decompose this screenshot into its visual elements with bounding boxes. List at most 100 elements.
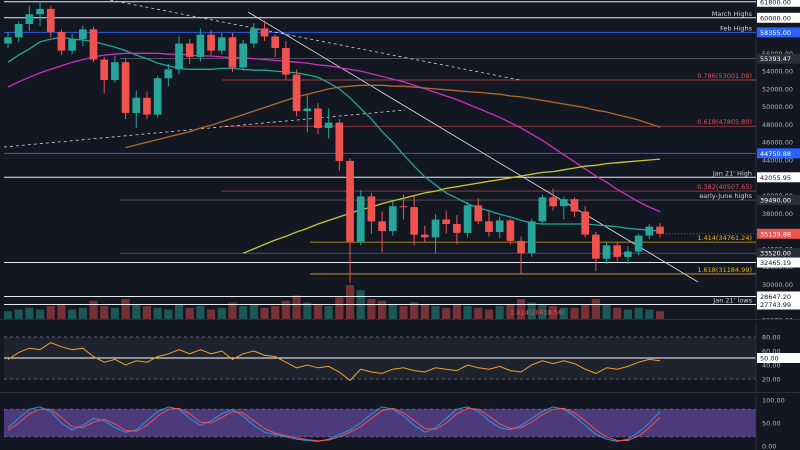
- candle-body: [335, 122, 344, 161]
- candle-body: [378, 221, 386, 232]
- volume-bar: [463, 306, 472, 320]
- moving-average-line: [7, 52, 661, 213]
- candle-body: [506, 220, 515, 241]
- price-tick-label: 52000.00: [762, 85, 793, 93]
- level-axis-tag: [757, 195, 800, 206]
- price-tick-label: 48000.00: [762, 121, 793, 129]
- volume-bar: [388, 304, 397, 320]
- price-tick-label: 46000.00: [762, 139, 793, 147]
- candle-body: [485, 221, 493, 232]
- volume-bar: [442, 307, 451, 320]
- volume-bar: [431, 306, 440, 320]
- volume-bar: [645, 309, 654, 320]
- candle-body: [559, 199, 568, 207]
- price-chart[interactable]: 26000.0028000.0030000.0032000.0034000.00…: [0, 0, 800, 320]
- level-note: Jan 21' lows: [712, 297, 752, 305]
- level-axis-tag: [757, 53, 800, 64]
- candle-body: [36, 8, 44, 15]
- candle-body: [164, 69, 173, 79]
- level-axis-label: 27743.99: [760, 301, 791, 309]
- rsi-line: [7, 342, 661, 382]
- candle-body: [474, 205, 483, 222]
- volume-bar: [249, 304, 258, 320]
- volume-bar: [591, 299, 600, 320]
- candle-body: [324, 122, 333, 128]
- candle-body: [581, 211, 590, 235]
- volume-bar: [378, 300, 387, 320]
- volume-bar: [46, 306, 55, 320]
- volume-bar: [581, 304, 590, 320]
- candle-body: [645, 226, 654, 236]
- level-axis-label: 42055.95: [760, 174, 791, 182]
- volume-bar: [217, 307, 226, 320]
- candle-body: [207, 34, 215, 51]
- candle-body: [14, 24, 23, 38]
- volume-bar: [602, 304, 611, 320]
- volume-bar: [36, 309, 45, 320]
- candle-body: [239, 43, 247, 68]
- candle-body: [89, 29, 98, 60]
- volume-bar: [153, 307, 162, 320]
- candle-body: [367, 196, 376, 222]
- rsi-tick-label: 40.00: [762, 362, 781, 370]
- candle-body: [463, 205, 472, 233]
- level-axis-label: 58355.00: [760, 29, 791, 37]
- candle-body: [549, 197, 557, 207]
- candle-body: [121, 62, 130, 113]
- candle-body: [314, 108, 322, 128]
- level-axis-tag: [757, 148, 800, 159]
- volume-bar: [549, 306, 558, 320]
- rsi-panel[interactable]: 20.00 40.00 60.00 80.00 50.00: [0, 323, 800, 393]
- candle-body: [217, 37, 226, 51]
- level-axis-label: 55393.47: [760, 55, 791, 63]
- candle-body: [634, 235, 643, 252]
- candle-body: [4, 37, 12, 44]
- stoch-line: [7, 407, 661, 442]
- candle-body: [249, 28, 258, 44]
- candle-body: [46, 8, 55, 32]
- candle-body: [356, 196, 365, 242]
- volume-bar: [356, 290, 365, 320]
- volume-bar: [78, 307, 87, 320]
- volume-bar: [185, 307, 194, 320]
- volume-bar: [613, 307, 622, 320]
- level-axis-tag: [757, 257, 800, 268]
- volume-bar: [164, 309, 173, 320]
- stoch-rsi-panel[interactable]: 0.00 50.00 100.00: [0, 396, 800, 450]
- level-axis-label: 60000.00: [760, 14, 791, 22]
- candle-body: [78, 29, 87, 40]
- candle-body: [538, 197, 547, 222]
- level-note: 0.618(47805.80): [697, 118, 752, 126]
- candle-body: [431, 219, 440, 238]
- volume-bar: [420, 304, 429, 320]
- candle-body: [228, 37, 237, 68]
- moving-average-line: [125, 84, 661, 149]
- volume-bar: [239, 306, 248, 320]
- price-tag-label: 35139.88: [760, 230, 791, 238]
- stoch-line: [7, 406, 661, 442]
- volume-bar: [623, 309, 632, 320]
- volume-bar: [324, 306, 333, 320]
- volume-bar: [538, 304, 547, 320]
- candle-body: [57, 32, 66, 51]
- level-axis-label: 28647.20: [760, 293, 791, 301]
- volume-bar: [399, 306, 408, 320]
- volume-bar: [281, 300, 290, 320]
- candle-body: [185, 43, 194, 57]
- candle-body: [25, 14, 34, 24]
- level-axis-tag: [757, 248, 800, 259]
- level-axis-tag: [757, 27, 800, 38]
- volume-bar: [3, 311, 13, 320]
- candle-body: [570, 199, 579, 212]
- candle-body: [196, 34, 205, 57]
- volume-bar: [559, 307, 568, 320]
- volume-bar: [132, 304, 141, 320]
- stoch-tick-label: 0.00: [762, 443, 776, 450]
- price-tick-label: 50000.00: [762, 103, 793, 111]
- descending-trendline: [247, 11, 699, 283]
- volume-bar: [14, 309, 23, 320]
- volume-bar: [313, 304, 323, 320]
- volume-bar: [452, 304, 461, 320]
- level-note: Jan 21' High: [712, 169, 752, 177]
